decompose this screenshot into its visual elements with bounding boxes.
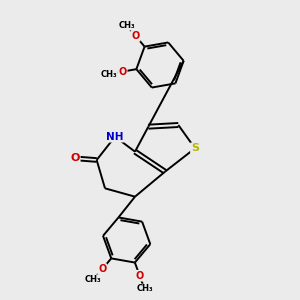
Text: O: O (98, 264, 106, 274)
Text: CH₃: CH₃ (100, 70, 117, 79)
Text: CH₃: CH₃ (118, 21, 135, 30)
Text: O: O (136, 271, 144, 281)
Text: NH: NH (106, 132, 124, 142)
Text: CH₃: CH₃ (136, 284, 153, 293)
Text: O: O (70, 153, 80, 163)
Text: O: O (118, 67, 127, 76)
Text: S: S (191, 143, 199, 153)
Text: O: O (131, 31, 140, 41)
Text: CH₃: CH₃ (85, 275, 102, 284)
